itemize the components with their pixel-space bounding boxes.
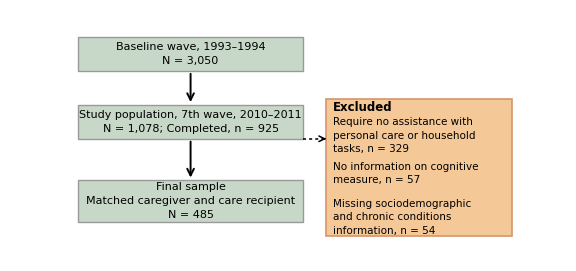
Text: Final sample
Matched caregiver and care recipient
N = 485: Final sample Matched caregiver and care … — [86, 182, 295, 220]
Text: Study population, 7th wave, 2010–2011
N = 1,078; Completed, n = 925: Study population, 7th wave, 2010–2011 N … — [79, 110, 302, 134]
Text: No information on cognitive
measure, n = 57: No information on cognitive measure, n =… — [333, 162, 479, 185]
Text: Excluded: Excluded — [333, 101, 393, 114]
Text: Require no assistance with
personal care or household
tasks, n = 329: Require no assistance with personal care… — [333, 117, 476, 154]
Bar — [326, 99, 512, 236]
Bar — [78, 37, 303, 71]
Text: Baseline wave, 1993–1994
N = 3,050: Baseline wave, 1993–1994 N = 3,050 — [116, 42, 266, 66]
Text: Missing sociodemographic
and chronic conditions
information, n = 54: Missing sociodemographic and chronic con… — [333, 199, 471, 236]
Bar — [78, 180, 303, 222]
Bar — [78, 105, 303, 139]
